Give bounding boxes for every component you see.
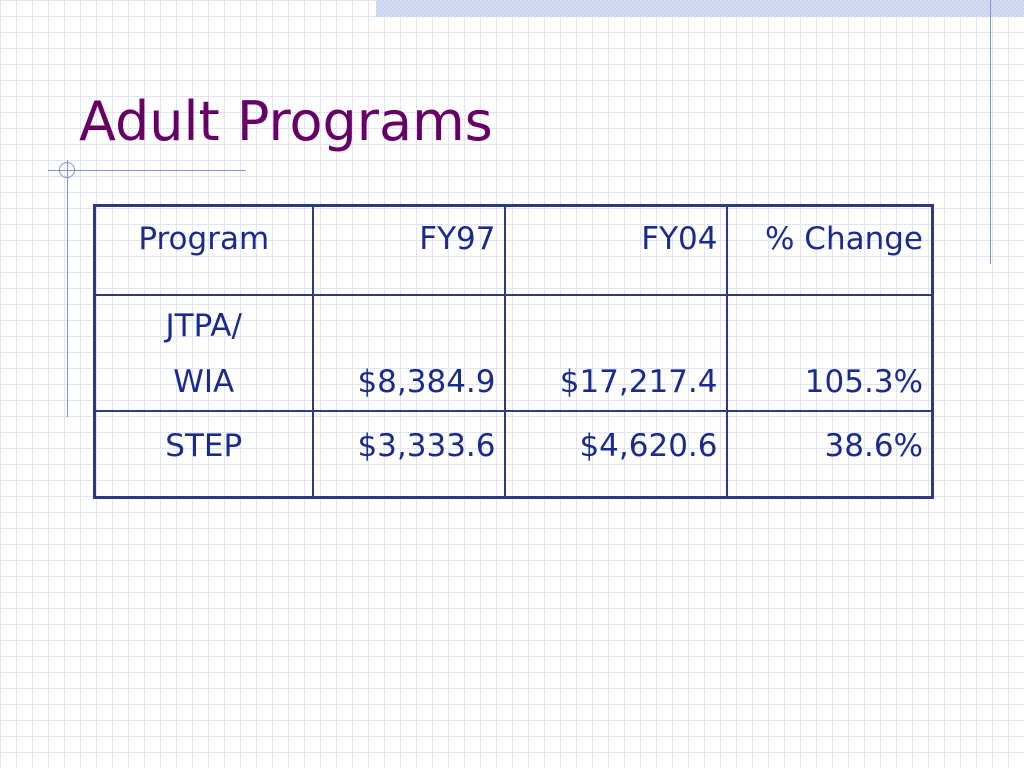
decorative-vertical-line-left bbox=[67, 160, 68, 417]
cell-fy04: $4,620.6 bbox=[503, 410, 728, 499]
fy04-value: $17,217.4 bbox=[559, 364, 718, 400]
program-name-line2: WIA bbox=[173, 364, 235, 400]
programs-table: Program FY97 FY04 % Change JTPA/ WIA $8,… bbox=[93, 204, 934, 499]
cell-program: STEP bbox=[93, 410, 314, 499]
header-pattern-band bbox=[376, 0, 1024, 17]
table-row: STEP $3,333.6 $4,620.6 38.6% bbox=[93, 410, 934, 499]
table-row: JTPA/ WIA $8,384.9 $17,217.4 105.3% bbox=[93, 294, 934, 412]
slide-title: Adult Programs bbox=[79, 90, 493, 153]
header-percent-change: % Change bbox=[725, 204, 934, 296]
percent-change-value: 105.3% bbox=[804, 364, 923, 400]
header-program: Program bbox=[93, 204, 314, 296]
cell-percent-change: 105.3% bbox=[725, 294, 934, 412]
title-underline-rule bbox=[48, 170, 246, 171]
cell-percent-change: 38.6% bbox=[725, 410, 934, 499]
cell-fy97: $3,333.6 bbox=[311, 410, 506, 499]
cell-program: JTPA/ WIA bbox=[93, 294, 314, 412]
table-header-row: Program FY97 FY04 % Change bbox=[93, 204, 934, 296]
header-fy97: FY97 bbox=[311, 204, 506, 296]
program-name-line1: JTPA/ bbox=[165, 308, 242, 344]
circle-marker-icon bbox=[59, 162, 75, 178]
fy97-value: $8,384.9 bbox=[357, 364, 496, 400]
header-fy04: FY04 bbox=[503, 204, 728, 296]
decorative-vertical-line-right bbox=[990, 0, 991, 264]
cell-fy04: $17,217.4 bbox=[503, 294, 728, 412]
cell-fy97: $8,384.9 bbox=[311, 294, 506, 412]
